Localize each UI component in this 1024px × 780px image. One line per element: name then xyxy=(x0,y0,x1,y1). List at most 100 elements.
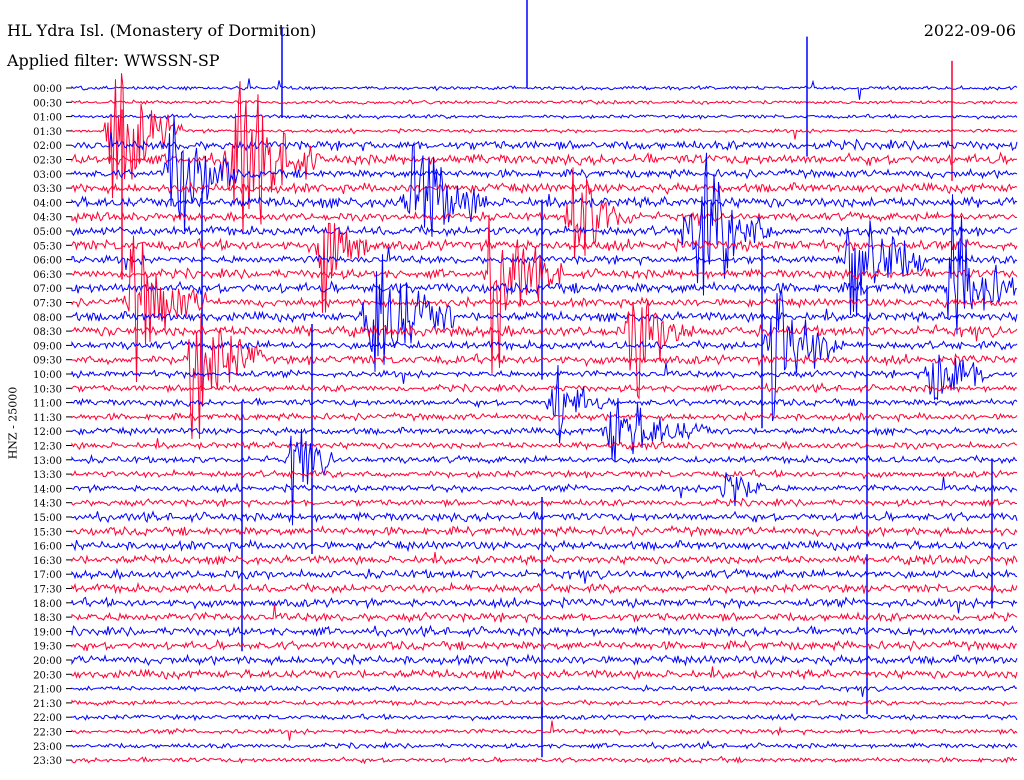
trace-row xyxy=(71,639,1018,652)
trace-row xyxy=(71,624,1018,638)
row-time-label: 10:00 xyxy=(33,370,62,381)
trace-row xyxy=(71,365,1018,444)
row-time-label: 08:30 xyxy=(33,327,62,338)
trace-row xyxy=(71,497,1017,509)
row-time-label: 05:30 xyxy=(33,241,62,252)
row-time-label: 16:30 xyxy=(33,556,62,567)
row-time-label: 20:00 xyxy=(33,656,62,667)
row-time-label: 15:30 xyxy=(33,527,62,538)
row-time-label: 06:00 xyxy=(33,256,62,267)
trace-row xyxy=(71,698,1018,707)
trace-row xyxy=(71,524,1018,538)
trace-row xyxy=(71,581,1018,595)
trace-row xyxy=(71,132,1018,152)
row-time-label: 15:00 xyxy=(33,513,62,524)
row-time-label: 01:00 xyxy=(33,113,62,124)
row-time-label: 05:00 xyxy=(33,227,62,238)
row-time-label: 21:00 xyxy=(33,685,62,696)
trace-row xyxy=(71,739,1018,750)
date-label: 2022-09-06 xyxy=(923,21,1016,40)
row-time-label: 14:30 xyxy=(33,499,62,510)
row-time-label: 13:30 xyxy=(33,470,62,481)
trace-row xyxy=(71,289,1018,422)
row-time-label: 06:30 xyxy=(33,270,62,281)
row-time-label: 03:00 xyxy=(33,170,62,181)
trace-row xyxy=(71,73,1018,199)
trace-row xyxy=(71,755,1018,765)
trace-row xyxy=(71,666,1018,681)
trace-row xyxy=(71,313,1018,439)
trace-row xyxy=(71,510,1018,524)
trace-row xyxy=(71,222,1018,313)
trace-row xyxy=(71,720,1018,741)
row-time-label: 14:00 xyxy=(33,484,62,495)
row-time-label: 10:30 xyxy=(33,384,62,395)
trace-row xyxy=(71,468,1018,480)
trace-row xyxy=(71,235,1018,383)
row-time-label: 02:30 xyxy=(33,156,62,167)
trace-row xyxy=(71,567,1018,584)
trace-row xyxy=(71,214,1018,374)
trace-row xyxy=(71,152,1018,296)
row-time-label: 11:00 xyxy=(33,399,62,410)
trace-row xyxy=(71,181,1018,195)
trace-row xyxy=(71,472,1018,507)
row-time-label: 11:30 xyxy=(33,413,62,424)
row-time-label: 04:30 xyxy=(33,213,62,224)
trace-row xyxy=(71,78,1018,100)
trace-row xyxy=(71,397,1018,463)
row-time-label: 09:00 xyxy=(33,341,62,352)
row-time-label: 03:30 xyxy=(33,184,62,195)
trace-row xyxy=(71,141,1018,237)
trace-row xyxy=(71,538,1018,553)
trace-row xyxy=(71,604,1018,624)
trace-row xyxy=(71,411,1018,423)
trace-row xyxy=(71,438,1018,452)
trace-row xyxy=(71,300,1018,400)
row-time-label: 17:00 xyxy=(33,570,62,581)
filter-label: Applied filter: WWSSN-SP xyxy=(7,51,220,70)
row-time-label: 04:00 xyxy=(33,198,62,209)
row-time-label: 13:00 xyxy=(33,456,62,467)
trace-row xyxy=(71,712,1018,722)
row-time-label: 20:30 xyxy=(33,670,62,681)
trace-row xyxy=(71,99,1018,106)
row-time-label: 18:00 xyxy=(33,599,62,610)
row-time-label: 22:00 xyxy=(33,713,62,724)
trace-row xyxy=(71,167,1018,259)
row-time-label: 21:30 xyxy=(33,699,62,710)
row-time-label: 12:30 xyxy=(33,442,62,453)
row-time-label: 17:30 xyxy=(33,585,62,596)
row-time-label: 02:00 xyxy=(33,141,62,152)
row-time-label: 01:30 xyxy=(33,127,62,138)
row-time-label: 16:00 xyxy=(33,542,62,553)
trace-row xyxy=(71,254,1018,372)
row-time-label: 19:00 xyxy=(33,627,62,638)
row-time-label: 07:30 xyxy=(33,299,62,310)
trace-row xyxy=(71,381,1018,394)
trace-row xyxy=(71,81,1018,235)
row-time-label: 08:00 xyxy=(33,313,62,324)
row-time-label: 09:30 xyxy=(33,356,62,367)
trace-row xyxy=(71,429,1018,526)
trace-row xyxy=(71,115,1018,232)
trace-row xyxy=(71,194,1017,335)
row-time-label: 22:30 xyxy=(33,728,62,739)
trace-row xyxy=(71,552,1018,567)
trace-row xyxy=(71,653,1018,668)
trace-row xyxy=(71,684,1018,697)
trace-row xyxy=(71,220,1018,317)
row-time-label: 00:00 xyxy=(33,84,62,95)
trace-row xyxy=(71,112,1018,120)
row-time-label: 07:00 xyxy=(33,284,62,295)
row-time-label: 23:00 xyxy=(33,742,62,753)
station-title: HL Ydra Isl. (Monastery of Dormition) xyxy=(7,21,317,40)
trace-row xyxy=(71,354,1018,401)
row-time-label: 18:30 xyxy=(33,613,62,624)
row-time-label: 12:00 xyxy=(33,427,62,438)
row-time-label: 23:30 xyxy=(33,756,62,767)
trace-row xyxy=(71,596,1018,614)
row-time-label: 00:30 xyxy=(33,98,62,109)
row-time-label: 19:30 xyxy=(33,642,62,653)
